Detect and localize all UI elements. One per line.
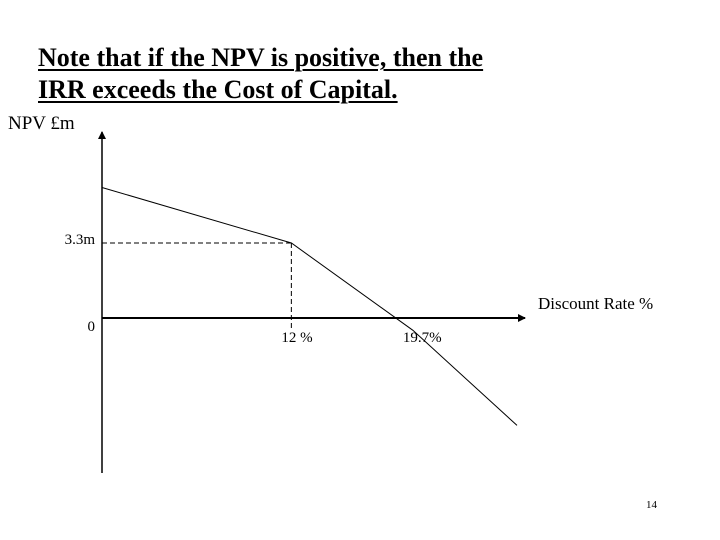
npv-line [101,187,518,426]
title-line-1: Note that if the NPV is positive, then t… [38,43,484,72]
x-tick-label-0: 12 % [281,330,313,346]
title-line-2: IRR exceeds the Cost of Capital. [38,75,398,104]
y-tick-label-1: 0 [87,319,96,336]
x-axis-label: Discount Rate % [538,294,654,313]
x-tick-label-1: 19.7% [402,330,442,346]
y-axis-label: NPV £m [8,113,75,134]
page-number: 14 [646,499,657,511]
slide-title: Note that if the NPV is positive, then t… [38,42,598,106]
y-tick-label-0: 3.3m [64,232,95,249]
